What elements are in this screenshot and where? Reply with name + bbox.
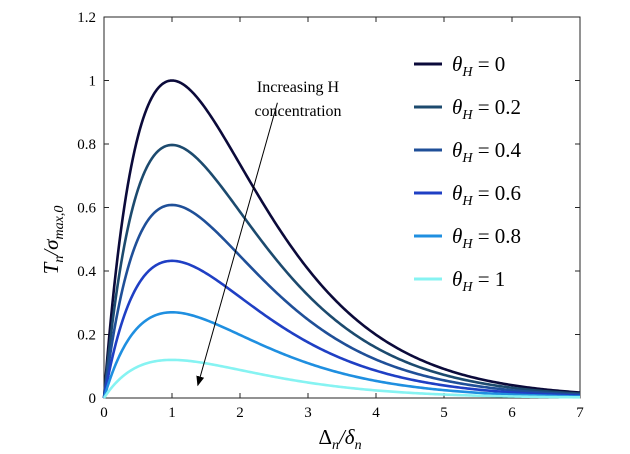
y-tick-label: 0 xyxy=(89,391,97,407)
x-tick-label: 0 xyxy=(100,405,108,421)
x-tick-label: 7 xyxy=(576,405,584,421)
series-line-0 xyxy=(102,79,581,399)
y-tick-label: 1.2 xyxy=(77,10,96,26)
series-line-2 xyxy=(102,203,581,399)
legend-entry-1: θH = 0.2 xyxy=(452,95,521,123)
x-axis-label: Δn/δn xyxy=(318,425,361,453)
x-tick-label: 1 xyxy=(168,405,176,421)
y-tick-label: 0.8 xyxy=(77,137,96,153)
series-line-1 xyxy=(102,143,581,399)
x-tick-label: 2 xyxy=(236,405,244,421)
legend-entry-5: θH = 1 xyxy=(452,267,505,295)
series-line-3 xyxy=(102,259,581,399)
series-lines xyxy=(102,79,581,399)
x-tick-label: 5 xyxy=(440,405,448,421)
legend-entry-2: θH = 0.4 xyxy=(452,138,522,166)
legend-entry-3: θH = 0.6 xyxy=(452,181,521,209)
annotation-text-line2: concentration xyxy=(254,103,341,120)
series-line-5 xyxy=(102,358,581,399)
annotation-text-line1: Increasing H xyxy=(257,79,340,96)
y-tick-label: 0.4 xyxy=(77,264,96,280)
legend: θH = 0 θH = 0.2 θH = 0.4 θH = 0.6 θH = 0.8 θH… xyxy=(414,52,522,295)
annotation: Increasing H concentration xyxy=(196,79,342,387)
y-tick-label: 0.2 xyxy=(77,328,96,344)
y-tick-label: 0.6 xyxy=(77,201,96,217)
y-tick-label: 1 xyxy=(89,74,97,90)
legend-entry-4: θH = 0.8 xyxy=(452,224,521,252)
legend-entry-0: θH = 0 xyxy=(452,52,505,80)
y-axis-label: Tn/σmax,0 xyxy=(39,206,67,275)
plot-frame xyxy=(103,16,581,399)
x-tick-label: 4 xyxy=(372,405,380,421)
axes: 0 1 2 3 4 5 6 7 0 0.2 0.4 0.6 0.8 1 1.2 xyxy=(77,10,584,421)
series-line-4 xyxy=(102,310,581,399)
annotation-arrow xyxy=(196,102,278,387)
x-tick-label: 6 xyxy=(508,405,516,421)
x-tick-label: 3 xyxy=(304,405,312,421)
